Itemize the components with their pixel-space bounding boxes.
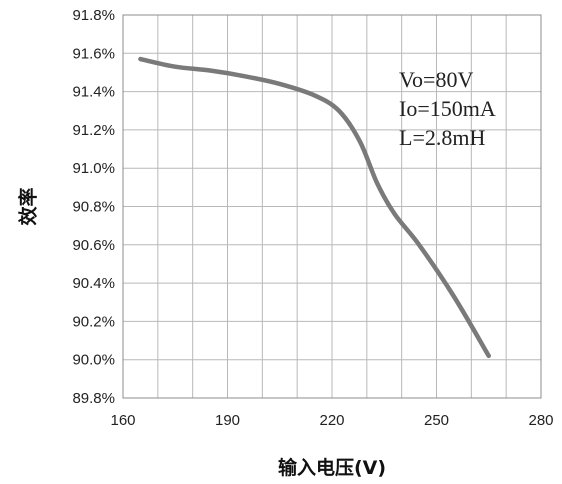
x-axis-tick-labels: 160 190 220 250 280 — [110, 412, 553, 429]
y-tick-label: 91.0% — [72, 160, 115, 177]
x-tick-label: 190 — [215, 412, 240, 429]
grid — [123, 15, 541, 398]
annotation-block: Vo=80V Io=150mA L=2.8mH — [399, 67, 496, 150]
y-tick-label: 91.4% — [72, 84, 115, 101]
y-tick-label: 91.6% — [72, 45, 115, 62]
x-tick-label: 220 — [319, 412, 344, 429]
x-tick-label: 280 — [528, 412, 553, 429]
y-axis-title: 效率 — [17, 187, 40, 225]
annotation-line: Io=150mA — [399, 96, 496, 121]
y-tick-label: 90.0% — [72, 352, 115, 369]
annotation-line: L=2.8mH — [399, 125, 485, 150]
y-tick-label: 90.6% — [72, 237, 115, 254]
y-tick-label: 90.4% — [72, 275, 115, 292]
series-group — [138, 56, 491, 359]
plot-frame — [122, 14, 542, 399]
y-tick-label: 90.2% — [72, 313, 115, 330]
y-tick-label: 90.8% — [72, 199, 115, 216]
x-tick-label: 160 — [110, 412, 135, 429]
y-tick-label: 89.8% — [72, 390, 115, 407]
y-tick-label: 91.2% — [72, 122, 115, 139]
annotation-line: Vo=80V — [399, 67, 473, 92]
efficiency-series-line — [138, 56, 491, 359]
x-axis-title: 输入电压(V) — [278, 456, 386, 479]
y-tick-label: 91.8% — [72, 7, 115, 24]
x-tick-label: 250 — [424, 412, 449, 429]
y-axis-tick-labels: 89.8% 90.0% 90.2% 90.4% 90.6% 90.8% 91.0% 91.2%… — [72, 7, 115, 407]
